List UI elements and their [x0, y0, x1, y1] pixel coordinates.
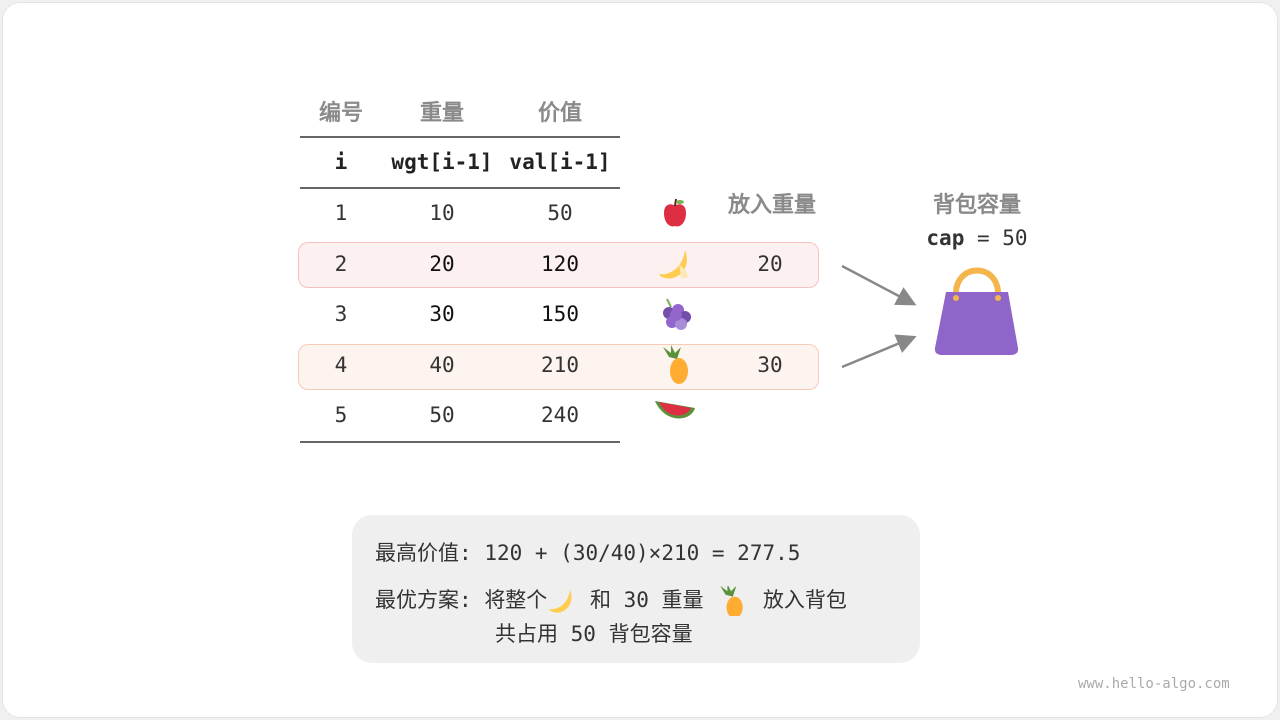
plan-line-2: 共占用 50 背包容量 — [495, 622, 693, 646]
put-weight-header: 放入重量 — [727, 193, 817, 218]
plan-label: 最优方案: — [375, 588, 472, 612]
row-put-weight: 20 — [757, 252, 783, 276]
max-expr: 120 + (30/40)×210 = 277.5 — [484, 541, 801, 565]
row-weight: 50 — [429, 403, 455, 427]
header-i: i — [334, 150, 348, 174]
row-value: 210 — [541, 353, 579, 377]
grapes-icon — [663, 298, 691, 330]
row-weight: 20 — [429, 252, 455, 276]
header-weight: 重量 — [419, 101, 465, 126]
watermark: www.hello-algo.com — [1078, 676, 1230, 692]
row-value: 120 — [541, 252, 579, 276]
row-id: 3 — [334, 302, 348, 326]
knapsack-cap: cap = 50 — [926, 226, 1027, 250]
row-value: 50 — [547, 201, 573, 225]
header-value: 价值 — [537, 101, 583, 126]
plan-text-b: 和 30 重量 — [589, 588, 704, 612]
header-wgt: wgt[i-1] — [391, 150, 493, 174]
row-id: 1 — [334, 201, 348, 225]
plan-line: 最优方案: 将整个 和 30 重量 放入背包 — [375, 584, 847, 619]
divider — [300, 441, 620, 443]
apple-icon — [664, 198, 686, 227]
plan-text-c: 放入背包 — [762, 588, 847, 612]
row-weight: 40 — [429, 353, 455, 377]
plan-text-a: 将整个 — [484, 588, 548, 612]
row-weight: 10 — [429, 201, 455, 225]
cap-label: cap — [926, 226, 965, 250]
header-val: val[i-1] — [509, 150, 611, 174]
arrow-icon — [841, 264, 917, 306]
max-label: 最高价值: — [375, 541, 472, 565]
knapsack-title: 背包容量 — [932, 193, 1022, 218]
row-id: 2 — [334, 252, 348, 276]
divider — [300, 187, 620, 189]
max-value-line: 最高价值: 120 + (30/40)×210 = 277.5 — [375, 537, 800, 567]
watermelon-icon — [655, 401, 695, 419]
header-id: 编号 — [318, 101, 364, 126]
pineapple-icon — [663, 345, 688, 384]
row-value: 150 — [541, 302, 579, 326]
banana-icon — [549, 589, 572, 613]
handbag-icon — [934, 267, 1019, 355]
arrow-icon — [841, 334, 917, 369]
summary-box — [352, 515, 920, 663]
row-put-weight: 30 — [757, 353, 783, 377]
row-weight: 30 — [429, 302, 455, 326]
fruit-icons — [655, 198, 695, 419]
row-highlight-2 — [298, 242, 819, 288]
row-id: 5 — [334, 403, 348, 427]
cap-value: = 50 — [977, 226, 1028, 250]
row-highlight-4 — [298, 344, 819, 390]
row-value: 240 — [541, 403, 579, 427]
row-id: 4 — [334, 353, 348, 377]
divider — [300, 136, 620, 138]
banana-icon — [659, 250, 688, 279]
pineapple-icon — [720, 584, 743, 619]
